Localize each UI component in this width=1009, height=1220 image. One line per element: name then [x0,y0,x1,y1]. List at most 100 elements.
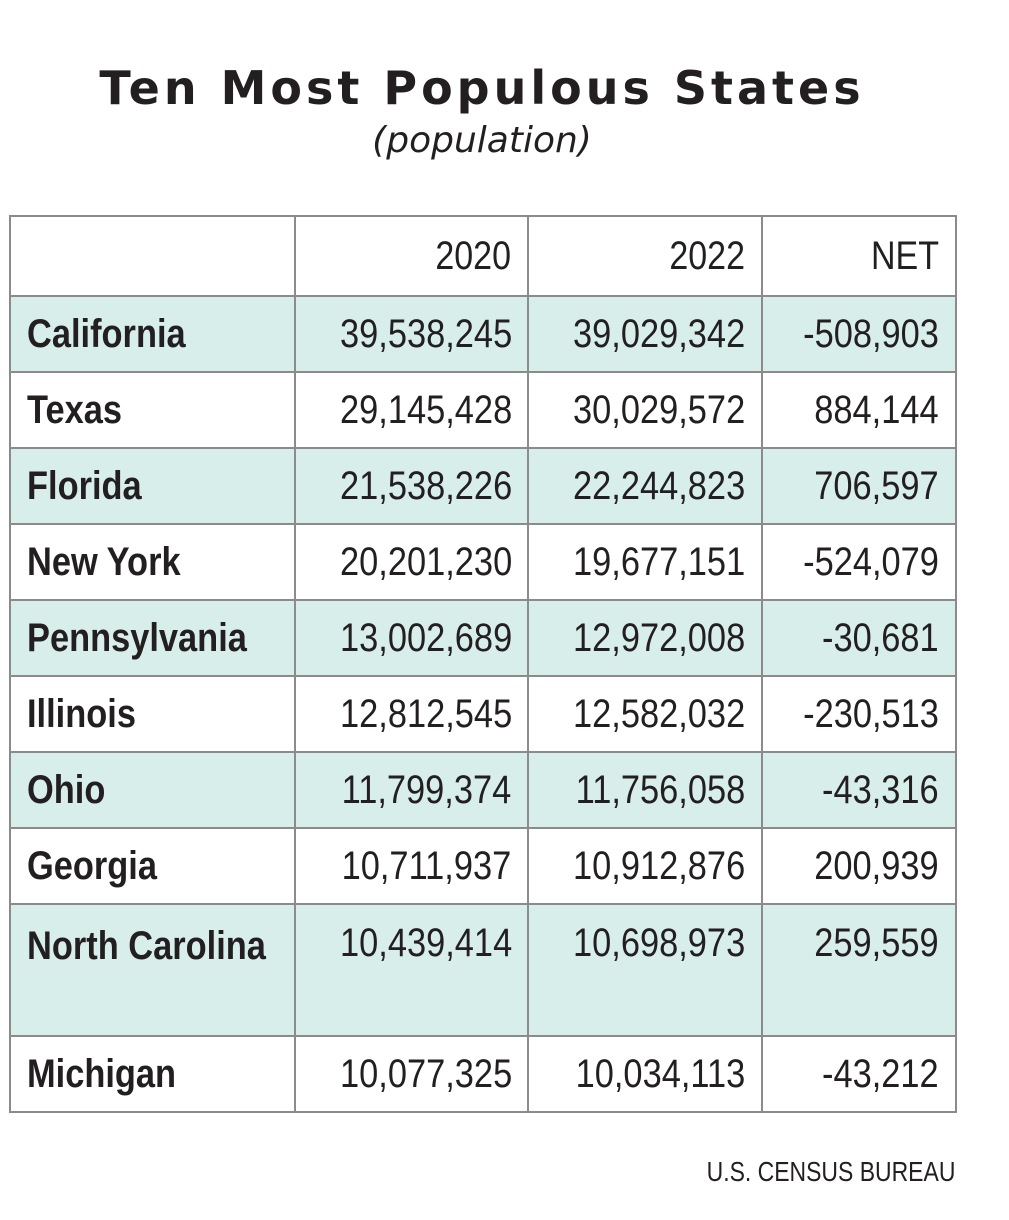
population-2020: 12,812,545 [340,691,513,736]
state-name-cell: Michigan [9,1035,296,1113]
population-2022-cell: 12,972,008 [527,599,763,677]
net-change-cell: 884,144 [761,371,957,449]
header-net-label: NET [871,233,939,278]
population-2020: 20,201,230 [340,539,513,584]
table-body: California 39,538,245 39,029,342 -508,903 Te… [9,295,957,1113]
population-2022: 11,756,058 [575,767,745,812]
population-2022: 12,972,008 [573,615,746,660]
state-name-cell: Florida [9,447,296,525]
state-name-cell: New York [9,523,296,601]
table-row: Illinois 12,812,545 12,582,032 -230,513 [9,675,957,753]
net-change-cell: 259,559 [761,903,957,1037]
net-change-cell: -43,212 [761,1035,957,1113]
state-name-cell: Ohio [9,751,296,829]
table-row: Georgia 10,711,937 10,912,876 200,939 [9,827,957,905]
state-name: Pennsylvania [27,616,247,660]
table-row: Ohio 11,799,374 11,756,058 -43,316 [9,751,957,829]
population-2020-cell: 29,145,428 [294,371,529,449]
net-change: 884,144 [814,387,939,432]
header-2020-label: 2020 [435,233,511,278]
table-row: North Carolina 10,439,414 10,698,973 259,55… [9,903,957,1037]
source-credit: U.S. CENSUS BUREAU [706,1156,955,1187]
population-2022-cell: 30,029,572 [527,371,763,449]
state-name-cell: Pennsylvania [9,599,296,677]
population-2020-cell: 39,538,245 [294,295,529,373]
population-2020-cell: 10,077,325 [294,1035,529,1113]
population-2020-cell: 20,201,230 [294,523,529,601]
net-change: 200,939 [814,843,939,888]
population-2022: 12,582,032 [573,691,746,736]
population-2022: 10,034,113 [575,1051,745,1096]
state-name-cell: Georgia [9,827,296,905]
header-2022: 2022 [527,215,763,297]
state-name: Illinois [27,692,136,736]
header-net: NET [761,215,957,297]
table-row: Florida 21,538,226 22,244,823 706,597 [9,447,957,525]
population-2022: 19,677,151 [573,539,746,584]
net-change-cell: 706,597 [761,447,957,525]
population-2020: 10,439,414 [340,921,513,965]
population-2020: 29,145,428 [340,387,513,432]
population-2020-cell: 21,538,226 [294,447,529,525]
header-row: 2020 2022 NET [9,215,957,297]
net-change: -30,681 [822,615,939,660]
population-2022-cell: 10,698,973 [527,903,763,1037]
population-2020-cell: 10,711,937 [294,827,529,905]
population-2020: 10,711,937 [341,843,511,888]
net-change-cell: -230,513 [761,675,957,753]
population-2020-cell: 13,002,689 [294,599,529,677]
population-2020-cell: 12,812,545 [294,675,529,753]
header-2022-label: 2022 [669,233,745,278]
population-2020: 13,002,689 [340,615,513,660]
population-2020-cell: 10,439,414 [294,903,529,1037]
population-2020: 21,538,226 [340,463,513,508]
population-2020: 39,538,245 [340,311,513,356]
population-2022-cell: 10,034,113 [527,1035,763,1113]
population-2022: 39,029,342 [573,311,746,356]
population-2020-cell: 11,799,374 [294,751,529,829]
population-2022-cell: 19,677,151 [527,523,763,601]
state-name: Texas [27,388,122,432]
net-change: 706,597 [814,463,939,508]
population-2020: 11,799,374 [341,767,511,812]
state-name: New York [27,540,181,584]
state-name: Georgia [27,844,157,888]
population-2022-cell: 22,244,823 [527,447,763,525]
net-change: -524,079 [803,539,939,584]
net-change: -43,212 [822,1051,939,1096]
population-2022-cell: 39,029,342 [527,295,763,373]
population-2022: 30,029,572 [573,387,746,432]
population-2022-cell: 11,756,058 [527,751,763,829]
state-name-cell: Texas [9,371,296,449]
header-state [9,215,296,297]
table-row: Pennsylvania 13,002,689 12,972,008 -30,681 [9,599,957,677]
chart-title: Ten Most Populous States [99,61,865,115]
net-change: 259,559 [814,921,939,965]
population-2020: 10,077,325 [340,1051,513,1096]
net-change-cell: -43,316 [761,751,957,829]
population-table: 2020 2022 NET California 39,538,245 39,029… [9,215,957,1113]
state-name: California [27,312,186,356]
table-row: Texas 29,145,428 30,029,572 884,144 [9,371,957,449]
population-2022: 22,244,823 [573,463,746,508]
state-name-cell: Illinois [9,675,296,753]
net-change-cell: 200,939 [761,827,957,905]
net-change: -230,513 [803,691,939,736]
population-2022-cell: 12,582,032 [527,675,763,753]
population-2022: 10,698,973 [573,921,746,965]
table-row: California 39,538,245 39,029,342 -508,903 [9,295,957,373]
state-name: Michigan [27,1052,177,1096]
net-change-cell: -508,903 [761,295,957,373]
state-name-cell: North Carolina [9,903,296,1037]
table-row: Michigan 10,077,325 10,034,113 -43,212 [9,1035,957,1113]
state-name: Ohio [27,768,106,812]
table-row: New York 20,201,230 19,677,151 -524,079 [9,523,957,601]
population-2022: 10,912,876 [573,843,746,888]
net-change: -43,316 [822,767,939,812]
state-name-cell: California [9,295,296,373]
net-change-cell: -30,681 [761,599,957,677]
net-change-cell: -524,079 [761,523,957,601]
chart-subtitle: (population) [372,120,592,161]
population-2022-cell: 10,912,876 [527,827,763,905]
net-change: -508,903 [803,311,939,356]
